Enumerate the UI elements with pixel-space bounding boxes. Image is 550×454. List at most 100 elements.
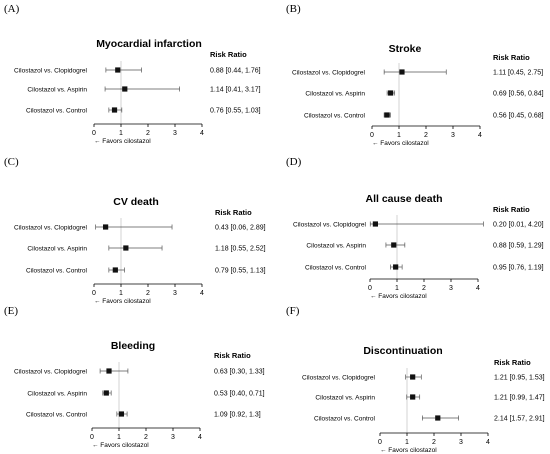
row-label: Cilostazol vs. Control [26,268,88,275]
x-axis-label: ← Favors cilostazol [92,442,149,449]
row-label: Cilostazol vs. Control [305,265,367,272]
row-label: Cilostazol vs. Control [26,108,88,115]
x-tick-label: 3 [459,439,463,446]
risk-ratio-value: 1.14 [0.41, 3.17] [210,87,261,94]
risk-ratio-value: 0.88 [0.44, 1.76] [210,68,261,75]
x-axis-label: ← Favors cilostazol [94,138,151,145]
risk-ratio-value: 0.79 [0.55, 1.13] [215,268,266,275]
panel-label-b: (B) [286,3,301,15]
x-tick-label: 4 [200,130,204,137]
row-label: Cilostazol vs. Aspirin [306,243,366,250]
row-label: Cilostazol vs. Clopidogrel [14,68,88,75]
risk-ratio-value: 0.69 [0.56, 0.84] [493,91,544,98]
row-label: Cilostazol vs. Clopidogrel [14,369,88,376]
risk-ratio-value: 1.09 [0.92, 1.3] [214,412,261,419]
x-tick-label: 2 [424,132,428,139]
row-label: Cilostazol vs. Aspirin [27,87,87,94]
risk-ratio-header: Risk Ratio [494,358,531,367]
row-label: Cilostazol vs. Clopidogrel [14,225,88,232]
risk-ratio-value: 1.21 [0.99, 1.47] [494,395,545,402]
point-estimate [435,415,441,421]
risk-ratio-value: 0.56 [0.45, 0.68] [493,113,544,120]
panel-label-e: (E) [4,305,19,317]
risk-ratio-value: 0.63 [0.30, 1.33] [214,369,265,376]
risk-ratio-value: 0.76 [0.55, 1.03] [210,108,261,115]
x-tick-label: 2 [144,434,148,441]
x-tick-label: 2 [146,290,150,297]
panel-title: Discontinuation [363,345,442,357]
risk-ratio-header: Risk Ratio [493,205,530,214]
risk-ratio-value: 0.88 [0.59, 1.29] [493,243,544,250]
x-tick-label: 1 [119,130,123,137]
x-tick-label: 1 [405,439,409,446]
x-axis-label: ← Favors cilostazol [372,140,429,147]
panel-title: Stroke [389,43,422,55]
risk-ratio-value: 0.95 [0.76, 1.19] [493,265,544,272]
panel-title: All cause death [365,193,442,205]
risk-ratio-header: Risk Ratio [493,53,530,62]
x-tick-label: 0 [368,285,372,292]
x-tick-label: 0 [90,434,94,441]
panel-title: Bleeding [111,340,155,352]
row-label: Cilostazol vs. Control [314,416,376,423]
point-estimate [122,86,128,92]
x-tick-label: 3 [171,434,175,441]
point-estimate [118,411,125,417]
x-tick-label: 4 [486,439,490,446]
panel-label-a: (A) [4,3,20,15]
row-label: Cilostazol vs. Control [304,113,366,120]
x-tick-label: 2 [146,130,150,137]
row-label: Cilostazol vs. Aspirin [305,91,365,98]
row-label: Cilostazol vs. Clopidogrel [302,375,376,382]
row-label: Cilostazol vs. Aspirin [27,391,87,398]
x-tick-label: 0 [370,132,374,139]
point-estimate [103,224,109,230]
risk-ratio-header: Risk Ratio [214,351,251,360]
x-tick-label: 4 [198,434,202,441]
point-estimate [111,107,118,113]
panel-label-c: (C) [4,156,19,168]
row-label: Cilostazol vs. Aspirin [27,246,87,253]
risk-ratio-value: 1.18 [0.55, 2.52] [215,246,266,253]
x-tick-label: 3 [173,290,177,297]
x-tick-label: 4 [478,132,482,139]
point-estimate [399,69,405,75]
row-label: Cilostazol vs. Control [26,412,88,419]
point-estimate [112,267,118,273]
x-tick-label: 3 [173,130,177,137]
x-tick-label: 2 [422,285,426,292]
x-tick-label: 0 [92,130,96,137]
x-tick-label: 1 [395,285,399,292]
x-tick-label: 1 [119,290,123,297]
risk-ratio-value: 1.21 [0.95, 1.53] [494,375,545,382]
x-tick-label: 1 [397,132,401,139]
x-axis-label: ← Favors cilostazol [94,298,151,305]
point-estimate [372,221,378,227]
point-estimate [410,374,416,380]
point-estimate [384,112,390,118]
risk-ratio-header: Risk Ratio [210,50,247,59]
x-tick-label: 3 [449,285,453,292]
risk-ratio-value: 0.20 [0.01, 4.20] [493,222,544,229]
point-estimate [388,90,394,96]
x-tick-label: 2 [432,439,436,446]
risk-ratio-value: 2.14 [1.57, 2.91] [494,416,545,423]
panel-label-d: (D) [286,156,302,168]
row-label: Cilostazol vs. Clopidogrel [292,70,366,77]
point-estimate [123,245,129,251]
point-estimate [115,67,121,73]
point-estimate [391,242,397,248]
panel-title: Myocardial infarction [96,38,202,50]
point-estimate [103,390,109,396]
risk-ratio-value: 0.43 [0.06, 2.89] [215,225,266,232]
point-estimate [393,264,399,270]
x-tick-label: 4 [476,285,480,292]
x-axis-label: ← Favors cilostazol [380,447,437,454]
point-estimate [410,394,416,400]
row-label: Cilostazol vs. Clopidogrel [293,222,367,229]
x-axis-label: ← Favors cilostazol [370,293,427,300]
risk-ratio-value: 0.53 [0.40, 0.71] [214,391,265,398]
x-tick-label: 0 [378,439,382,446]
